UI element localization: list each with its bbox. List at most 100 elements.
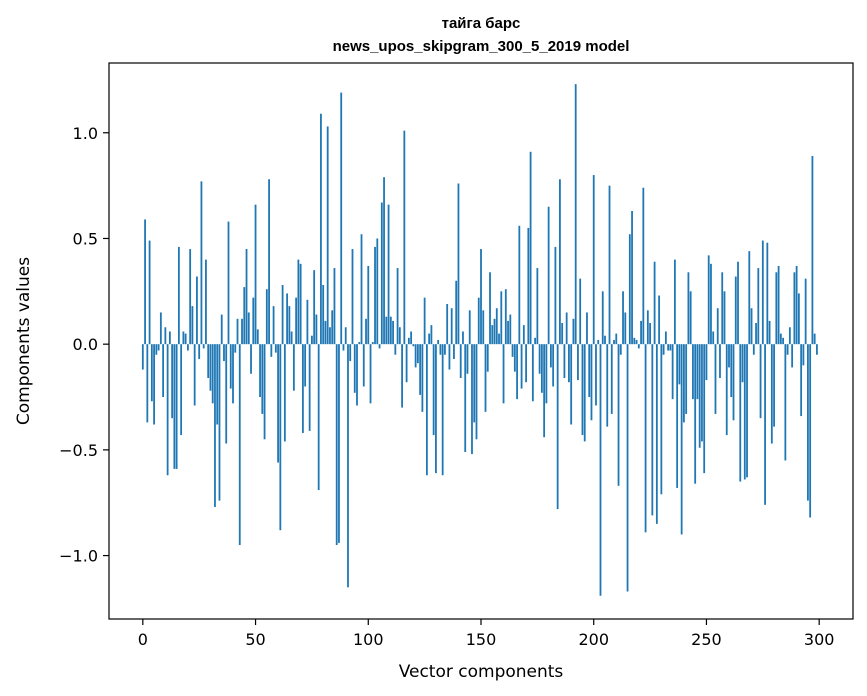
bar-component-154 <box>489 272 491 345</box>
bar-component-151 <box>482 310 485 345</box>
bar-component-89 <box>342 344 345 351</box>
bar-component-256 <box>719 344 721 378</box>
bar-component-270 <box>750 308 753 345</box>
bar-component-83 <box>329 327 331 345</box>
bar-component-182 <box>552 344 555 387</box>
bar-component-242 <box>687 272 690 345</box>
bar-component-274 <box>759 344 762 419</box>
bar-component-260 <box>728 344 730 368</box>
bar-component-111 <box>392 320 394 345</box>
chart-subtitle: news_upos_skipgram_300_5_2019 model <box>333 38 630 55</box>
bar-component-219 <box>635 339 638 345</box>
bar-component-79 <box>320 113 322 345</box>
bar-component-218 <box>633 337 636 345</box>
bar-component-227 <box>653 261 656 345</box>
bar-component-244 <box>692 344 694 400</box>
bar-component-1 <box>144 219 146 345</box>
bar-component-212 <box>619 344 622 355</box>
bar-component-158 <box>498 333 500 345</box>
x-tick-label: 200 <box>578 630 609 649</box>
bar-component-90 <box>344 327 347 345</box>
bar-component-2 <box>146 344 149 423</box>
bar-component-267 <box>743 344 746 480</box>
bar-component-163 <box>509 314 512 345</box>
bar-component-262 <box>732 344 735 421</box>
bar-series <box>141 84 818 596</box>
bar-component-206 <box>606 344 609 427</box>
bar-component-183 <box>554 246 557 345</box>
bar-component-24 <box>196 276 198 345</box>
bar-component-186 <box>561 323 564 345</box>
bar-component-11 <box>166 344 169 476</box>
bar-component-134 <box>444 344 446 355</box>
bar-component-263 <box>734 276 737 345</box>
bar-component-275 <box>761 240 764 345</box>
bar-component-31 <box>211 344 214 404</box>
bar-component-15 <box>175 344 178 469</box>
bar-component-36 <box>223 344 225 362</box>
bar-component-116 <box>403 130 406 345</box>
bar-component-189 <box>568 344 570 383</box>
bar-component-148 <box>475 344 478 440</box>
bar-component-62 <box>281 284 284 345</box>
bar-component-203 <box>599 344 602 596</box>
y-tick-label: 1.0 <box>73 124 98 143</box>
bar-component-49 <box>252 297 255 345</box>
bar-component-155 <box>491 325 494 345</box>
bar-component-279 <box>770 344 773 444</box>
y-tick-label: −0.5 <box>59 441 98 460</box>
bar-component-137 <box>450 308 453 345</box>
bar-component-172 <box>529 151 532 345</box>
bar-component-100 <box>367 265 370 345</box>
bar-component-28 <box>205 259 207 345</box>
bar-component-177 <box>540 344 543 393</box>
bar-component-92 <box>349 344 352 362</box>
bar-component-106 <box>380 202 383 345</box>
bar-component-179 <box>545 344 548 404</box>
bar-component-96 <box>358 342 361 345</box>
bar-component-213 <box>622 291 624 345</box>
bar-component-64 <box>286 293 289 345</box>
bar-component-291 <box>797 293 800 345</box>
bar-component-278 <box>768 320 771 345</box>
bar-component-142 <box>462 331 464 345</box>
bar-component-252 <box>710 263 712 345</box>
bar-component-76 <box>313 270 316 345</box>
bar-component-265 <box>739 344 742 482</box>
bar-component-261 <box>730 344 733 398</box>
bar-component-34 <box>218 344 221 501</box>
bar-component-82 <box>326 126 329 345</box>
bar-component-60 <box>277 344 279 463</box>
bar-component-217 <box>631 210 633 345</box>
bar-component-3 <box>148 240 151 345</box>
bar-component-232 <box>664 331 667 345</box>
bar-component-33 <box>216 344 219 425</box>
bar-component-168 <box>520 344 523 389</box>
bar-component-257 <box>721 272 724 345</box>
bar-component-122 <box>416 344 419 364</box>
bar-component-153 <box>486 344 489 372</box>
bar-component-16 <box>177 246 180 345</box>
bar-component-35 <box>220 314 223 345</box>
bar-component-149 <box>477 297 480 345</box>
bar-component-230 <box>660 344 663 495</box>
bar-component-38 <box>227 221 230 345</box>
bar-component-114 <box>398 327 401 345</box>
bar-component-66 <box>290 331 293 345</box>
bar-component-253 <box>712 331 715 345</box>
bar-component-72 <box>304 344 307 387</box>
bar-component-161 <box>504 289 507 345</box>
bar-component-115 <box>401 344 403 408</box>
bar-component-169 <box>522 325 525 345</box>
bar-component-200 <box>592 175 595 345</box>
bar-component-297 <box>811 156 814 345</box>
bar-component-216 <box>628 234 631 345</box>
bar-component-264 <box>737 261 739 345</box>
bar-component-266 <box>741 344 744 383</box>
bar-component-8 <box>159 312 162 345</box>
bar-component-171 <box>527 227 530 345</box>
bar-component-238 <box>678 344 681 385</box>
y-axis-ticks: −1.0 −0.5 0.0 0.5 1.0 <box>59 124 109 566</box>
bar-component-29 <box>207 344 210 378</box>
x-tick-label: 0 <box>138 630 148 649</box>
